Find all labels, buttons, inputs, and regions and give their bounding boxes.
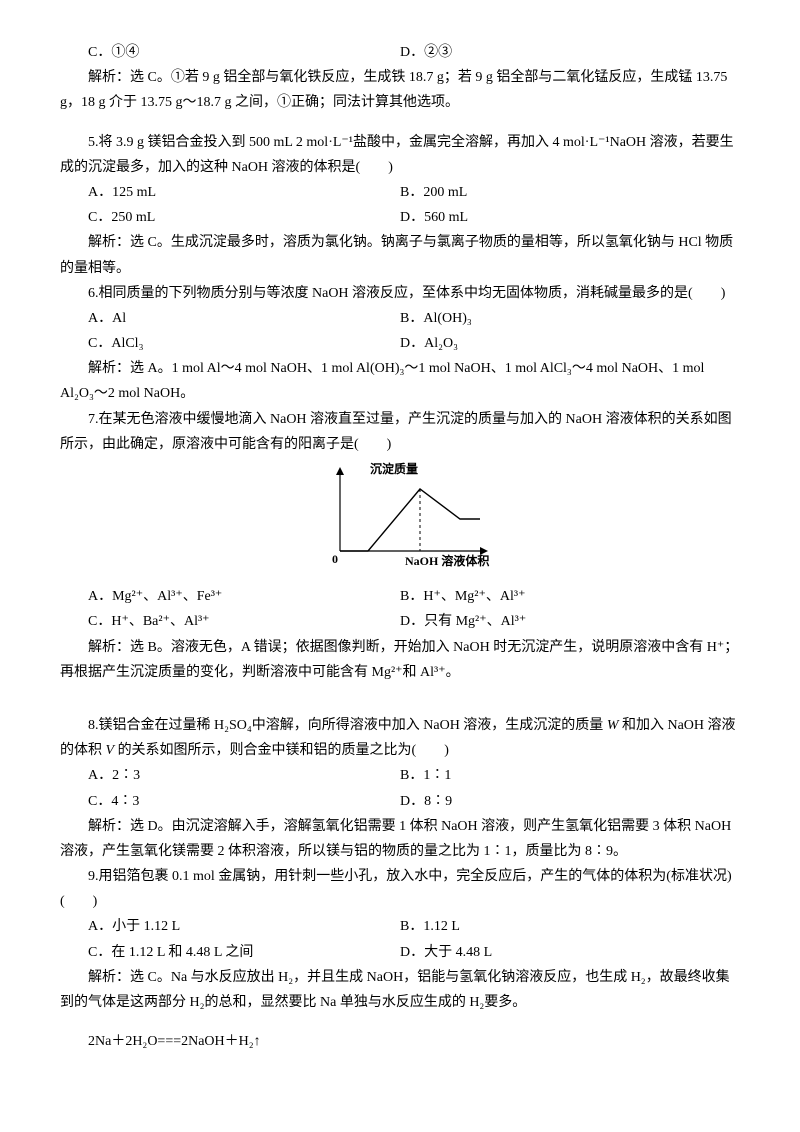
q7-opt-a: A．Mg²⁺、Al³⁺、Fe³⁺ bbox=[60, 584, 400, 609]
q7-opt-b: B．H⁺、Mg²⁺、Al³⁺ bbox=[400, 584, 740, 609]
q7-options-ab: A．Mg²⁺、Al³⁺、Fe³⁺ B．H⁺、Mg²⁺、Al³⁺ bbox=[60, 584, 740, 609]
q6-opt-b: B．Al(OH)₃ bbox=[400, 306, 740, 331]
q4-options-cd: C．①④ D．②③ bbox=[60, 40, 740, 65]
q8-answer: 解析：选 D。由沉淀溶解入手，溶解氢氧化铝需要 1 体积 NaOH 溶液，则产生… bbox=[60, 814, 740, 864]
q6-options-cd: C．AlCl₃ D．Al₂O₃ bbox=[60, 331, 740, 356]
q8-stem-w: W bbox=[607, 718, 619, 733]
q5-opt-d: D．560 mL bbox=[400, 205, 740, 230]
q5-opt-c: C．250 mL bbox=[60, 205, 400, 230]
svg-text:沉淀质量: 沉淀质量 bbox=[370, 461, 418, 476]
q8-options-cd: C．4∶3 D．8∶9 bbox=[60, 789, 740, 814]
q7-chart-svg: 沉淀质量 0 NaOH 溶液体积 bbox=[310, 461, 490, 571]
q5-answer: 解析：选 C。生成沉淀最多时，溶质为氯化钠。钠离子与氯离子物质的量相等，所以氢氧… bbox=[60, 230, 740, 280]
q8-opt-c: C．4∶3 bbox=[60, 789, 400, 814]
q5-opt-b: B．200 mL bbox=[400, 180, 740, 205]
equation: 2Na＋2H₂O===2NaOH＋H₂↑ bbox=[60, 1029, 740, 1054]
q5-options-cd: C．250 mL D．560 mL bbox=[60, 205, 740, 230]
q9-options-ab: A．小于 1.12 L B．1.12 L bbox=[60, 914, 740, 939]
q5-stem: 5.将 3.9 g 镁铝合金投入到 500 mL 2 mol·L⁻¹盐酸中，金属… bbox=[60, 130, 740, 180]
q7-opt-d: D．只有 Mg²⁺、Al³⁺ bbox=[400, 609, 740, 634]
q9-options-cd: C．在 1.12 L 和 4.48 L 之间 D．大于 4.48 L bbox=[60, 940, 740, 965]
q7-options-cd: C．H⁺、Ba²⁺、Al³⁺ D．只有 Mg²⁺、Al³⁺ bbox=[60, 609, 740, 634]
q4-opt-c: C．①④ bbox=[60, 40, 400, 65]
q9-opt-d: D．大于 4.48 L bbox=[400, 940, 740, 965]
q8-stem-v: V bbox=[106, 743, 115, 758]
q7-opt-c: C．H⁺、Ba²⁺、Al³⁺ bbox=[60, 609, 400, 634]
q7-chart: 沉淀质量 0 NaOH 溶液体积 bbox=[60, 461, 740, 580]
q8-opt-a: A．2∶3 bbox=[60, 763, 400, 788]
q6-opt-d: D．Al₂O₃ bbox=[400, 331, 740, 356]
q8-stem-3: 的关系如图所示，则合金中镁和铝的质量之比为( ) bbox=[114, 743, 449, 758]
q8-stem: 8.镁铝合金在过量稀 H₂SO₄中溶解，向所得溶液中加入 NaOH 溶液，生成沉… bbox=[60, 713, 740, 763]
q4-opt-d: D．②③ bbox=[400, 40, 740, 65]
q4-answer: 解析：选 C。①若 9 g 铝全部与氧化铁反应，生成铁 18.7 g；若 9 g… bbox=[60, 65, 740, 115]
q6-answer: 解析：选 A。1 mol Al～4 mol NaOH、1 mol Al(OH)₃… bbox=[60, 356, 740, 406]
q6-opt-a: A．Al bbox=[60, 306, 400, 331]
q8-stem-1: 8.镁铝合金在过量稀 H₂SO₄中溶解，向所得溶液中加入 NaOH 溶液，生成沉… bbox=[88, 718, 607, 733]
q6-options-ab: A．Al B．Al(OH)₃ bbox=[60, 306, 740, 331]
q9-answer: 解析：选 C。Na 与水反应放出 H₂，并且生成 NaOH，铝能与氢氧化钠溶液反… bbox=[60, 965, 740, 1015]
q6-stem: 6.相同质量的下列物质分别与等浓度 NaOH 溶液反应，至体系中均无固体物质，消… bbox=[60, 281, 740, 306]
q7-stem: 7.在某无色溶液中缓慢地滴入 NaOH 溶液直至过量，产生沉淀的质量与加入的 N… bbox=[60, 407, 740, 457]
q9-opt-b: B．1.12 L bbox=[400, 914, 740, 939]
q7-answer: 解析：选 B。溶液无色，A 错误；依据图像判断，开始加入 NaOH 时无沉淀产生… bbox=[60, 635, 740, 685]
q9-stem: 9.用铝箔包裹 0.1 mol 金属钠，用针刺一些小孔，放入水中，完全反应后，产… bbox=[60, 864, 740, 914]
svg-text:0: 0 bbox=[332, 552, 338, 566]
q6-opt-c: C．AlCl₃ bbox=[60, 331, 400, 356]
q9-opt-c: C．在 1.12 L 和 4.48 L 之间 bbox=[60, 940, 400, 965]
svg-text:NaOH 溶液体积: NaOH 溶液体积 bbox=[405, 553, 489, 568]
q5-opt-a: A．125 mL bbox=[60, 180, 400, 205]
q9-opt-a: A．小于 1.12 L bbox=[60, 914, 400, 939]
q8-options-ab: A．2∶3 B．1∶1 bbox=[60, 763, 740, 788]
q5-options-ab: A．125 mL B．200 mL bbox=[60, 180, 740, 205]
q8-opt-b: B．1∶1 bbox=[400, 763, 740, 788]
q8-opt-d: D．8∶9 bbox=[400, 789, 740, 814]
